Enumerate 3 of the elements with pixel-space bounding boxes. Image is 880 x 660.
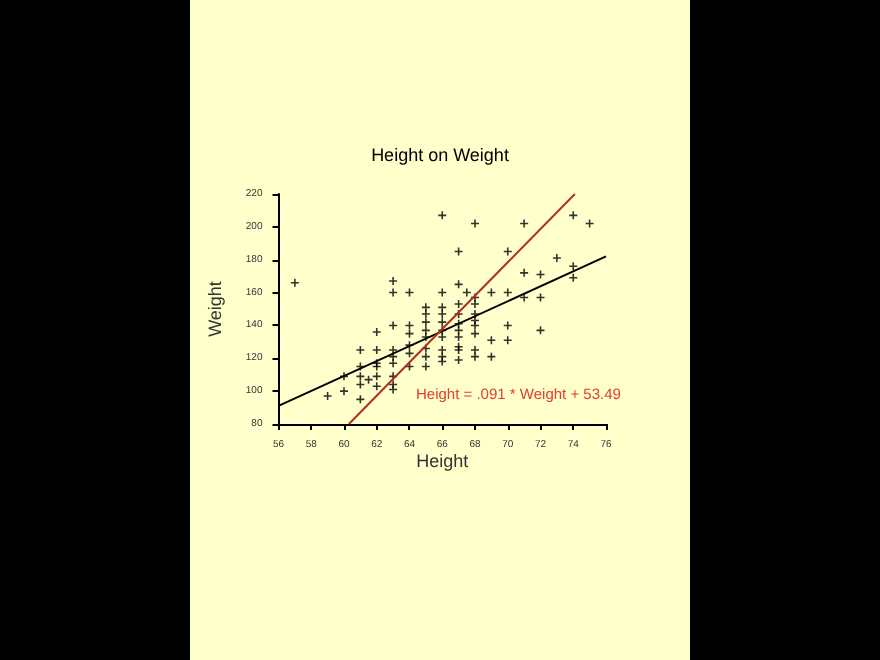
chart-title: Height on Weight [371, 145, 510, 165]
y-axis-title: Weight [205, 280, 225, 337]
x-axis-title: Height [416, 450, 470, 471]
